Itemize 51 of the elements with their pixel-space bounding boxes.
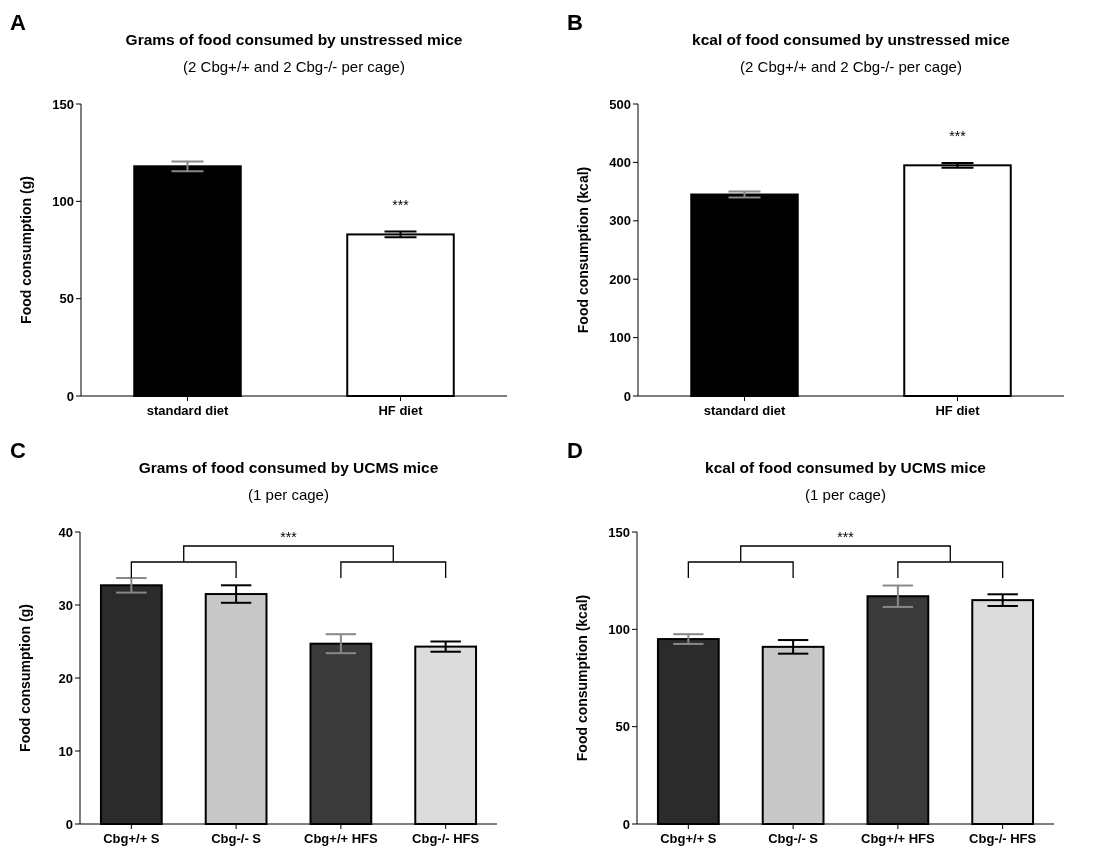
y-tick-label: 0	[623, 388, 631, 404]
text: D	[567, 438, 583, 463]
text: B	[567, 10, 583, 35]
text: C	[10, 438, 26, 463]
y-tick-label: 30	[58, 597, 73, 613]
y-tick-label: 500	[609, 96, 631, 112]
x-tick-label: Cbg-/- HFS	[412, 831, 480, 846]
x-tick-label: HF diet	[378, 403, 424, 418]
y-tick-label: 0	[66, 388, 74, 404]
chart-title: kcal of food consumed by UCMS mice	[705, 459, 987, 476]
y-tick-label: 10	[58, 743, 73, 759]
chart-subtitle: (2 Cbg+/+ and 2 Cbg-/- per cage)	[183, 58, 405, 75]
x-tick-label: Cbg+/+ HFS	[304, 831, 379, 846]
y-tick-label: 20	[58, 670, 73, 686]
y-tick-label: 0	[622, 816, 630, 832]
chart-title: Grams of food consumed by unstressed mice	[125, 31, 463, 48]
text: A	[10, 10, 26, 35]
y-tick-label: 50	[59, 291, 74, 307]
y-tick-label: 40	[58, 524, 73, 540]
y-tick-label: 50	[615, 719, 630, 735]
chart-subtitle: (1 per cage)	[805, 486, 886, 503]
x-tick-label: Cbg+/+ S	[660, 831, 717, 846]
x-tick-label: Cbg-/- S	[768, 831, 819, 846]
chart-subtitle: (1 per cage)	[248, 486, 329, 503]
y-tick-label: 400	[609, 154, 631, 170]
x-tick-label: Cbg-/- S	[211, 831, 262, 846]
y-axis-title: Food consumption (g)	[18, 176, 34, 324]
x-tick-label: Cbg+/+ S	[103, 831, 160, 846]
y-tick-label: 0	[65, 816, 73, 832]
y-axis-title: Food consumption (g)	[17, 604, 33, 752]
annotation: ***	[837, 529, 855, 545]
x-tick-label: Cbg-/- HFS	[969, 831, 1037, 846]
chart-title: kcal of food consumed by unstressed mice	[692, 31, 1011, 48]
y-axis-title: Food consumption (kcal)	[574, 594, 590, 762]
chart-title: Grams of food consumed by UCMS mice	[138, 459, 439, 476]
y-tick-label: 100	[609, 330, 631, 346]
annotation: ***	[949, 127, 967, 144]
x-tick-label: standard diet	[146, 403, 229, 418]
y-tick-label: 100	[608, 621, 630, 637]
x-tick-label: standard diet	[703, 403, 786, 418]
y-tick-label: 300	[609, 213, 631, 229]
annotation: ***	[392, 196, 410, 213]
x-tick-label: HF diet	[935, 403, 981, 418]
y-tick-label: 150	[52, 96, 74, 112]
y-tick-label: 200	[609, 271, 631, 287]
chart-subtitle: (2 Cbg+/+ and 2 Cbg-/- per cage)	[740, 58, 962, 75]
x-tick-label: Cbg+/+ HFS	[861, 831, 936, 846]
y-axis-title: Food consumption (kcal)	[575, 166, 591, 334]
annotation: ***	[280, 529, 298, 545]
y-tick-label: 100	[52, 193, 74, 209]
y-tick-label: 150	[608, 524, 630, 540]
